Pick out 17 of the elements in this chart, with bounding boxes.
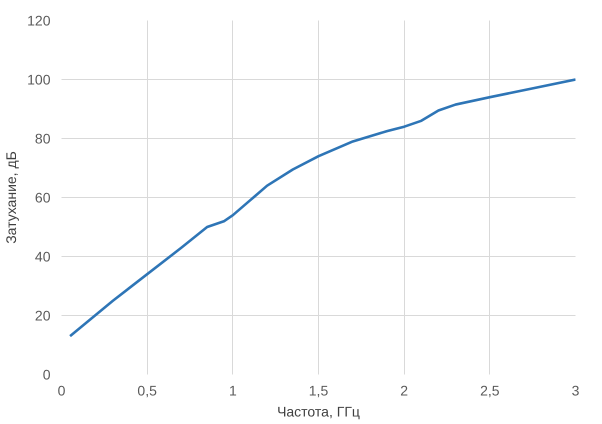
x-axis-title: Частота, ГГц xyxy=(277,404,360,420)
y-tick-label: 120 xyxy=(27,12,51,28)
x-tick-label: 2 xyxy=(400,382,408,398)
y-tick-label: 20 xyxy=(34,308,51,324)
y-tick-label: 0 xyxy=(42,366,51,382)
line-series xyxy=(68,78,576,338)
x-tick-label: 0,5 xyxy=(137,382,158,398)
y-axis-title: Затухание, дБ xyxy=(3,151,20,244)
x-tick-label: 2,5 xyxy=(480,382,500,398)
x-tick-label: 1 xyxy=(228,382,237,398)
y-tick-label: 40 xyxy=(34,248,51,264)
y-tick-label: 80 xyxy=(34,130,51,146)
x-tick-label: 0 xyxy=(58,382,66,398)
x-tick-label: 1,5 xyxy=(308,382,328,398)
x-tick-label: 3 xyxy=(572,382,580,398)
y-tick-label: 60 xyxy=(34,190,51,206)
y-tick-label: 100 xyxy=(27,72,51,88)
